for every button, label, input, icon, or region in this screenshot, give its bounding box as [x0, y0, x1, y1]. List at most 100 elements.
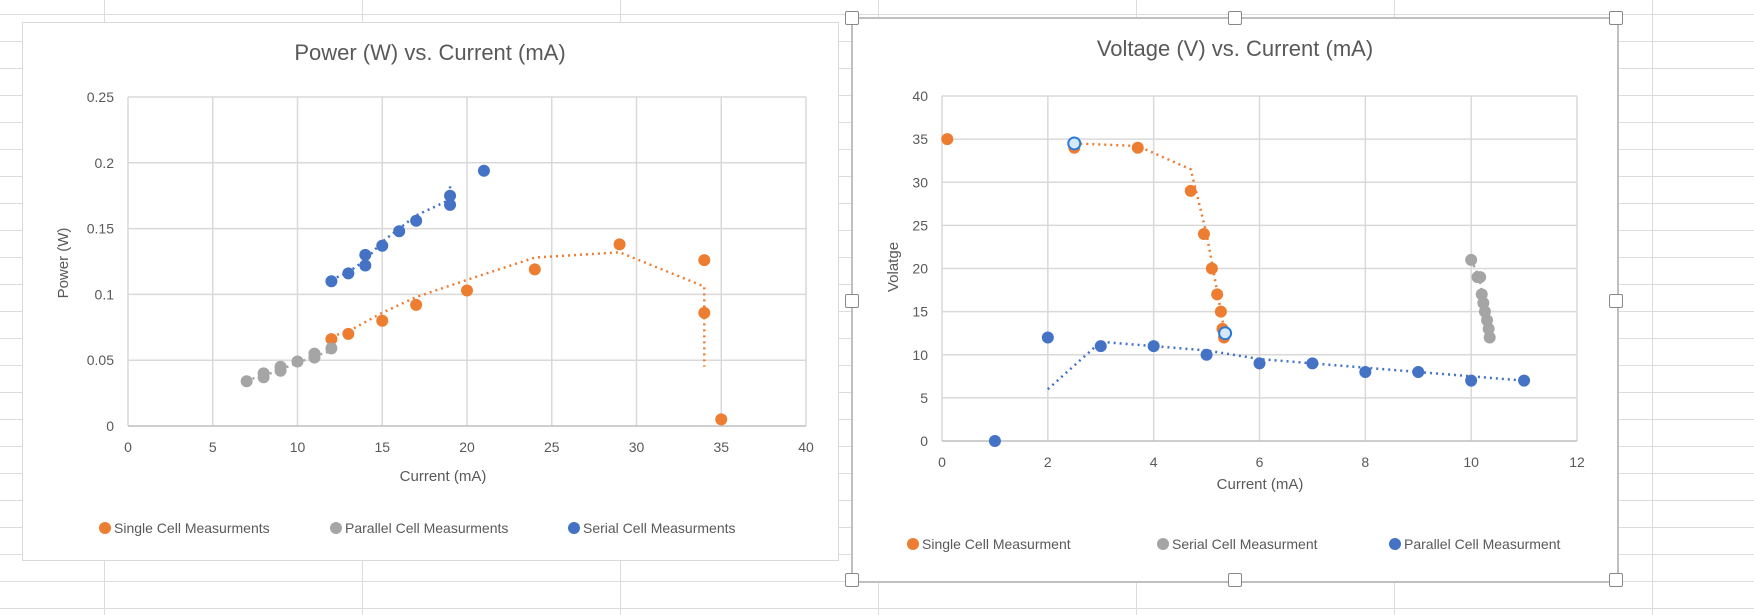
single-cell-measurments-point: [528, 263, 541, 276]
x-tick-label: 4: [1150, 454, 1158, 470]
y-tick-label: 20: [912, 261, 928, 277]
parallel-cell-measurments-point: [257, 367, 270, 380]
parallel-cell-measurment-point: [1253, 357, 1266, 370]
y-tick-label: 5: [920, 390, 928, 406]
voltage-vs-current-chart[interactable]: Voltage (V) vs. Current (mA) Current (mA…: [845, 11, 1623, 587]
parallel-cell-measurment-point: [1412, 366, 1425, 378]
parallel-cell-measurments-point: [325, 342, 338, 355]
single-cell-measurments-point: [613, 238, 626, 251]
serial-cell-measurments-point: [359, 259, 372, 272]
parallel-cell-measurment-point: [1147, 340, 1160, 353]
voltage-chart-svg: Voltage (V) vs. Current (mA) Current (mA…: [885, 36, 1585, 552]
single-cell-measurment-point: [1131, 141, 1144, 154]
parallel-cell-measurment-trendline: [1046, 340, 1525, 391]
serial-cell-measurment-point: [1483, 331, 1496, 344]
chart-title: Voltage (V) vs. Current (mA): [1097, 36, 1373, 61]
legend-marker: [907, 538, 919, 550]
resize-handle-right[interactable]: [1609, 294, 1623, 308]
serial-cell-measurment-point: [1465, 253, 1478, 266]
legend-label: Single Cell Measurment: [922, 536, 1071, 552]
resize-handle-bottom[interactable]: [1228, 573, 1242, 587]
x-tick-label: 15: [374, 439, 390, 455]
legend-marker: [330, 522, 342, 534]
serial-cell-measurments-point: [477, 164, 490, 177]
single-cell-measurment-point: [1197, 228, 1210, 240]
parallel-cell-measurments-point: [291, 355, 304, 368]
x-axis-label: Current (mA): [1217, 476, 1304, 493]
y-tick-label: 35: [912, 131, 928, 147]
legend-marker: [568, 522, 580, 534]
serial-cell-measurments-trendline: [330, 182, 452, 282]
resize-handle-left[interactable]: [845, 294, 859, 308]
single-cell-measurments-point: [715, 413, 728, 426]
parallel-cell-measurments-point: [308, 347, 321, 360]
legend-label: Serial Cell Measurments: [583, 520, 736, 536]
parallel-cell-measurments-point: [274, 360, 287, 373]
x-tick-label: 0: [124, 439, 132, 455]
serial-cell-measurments-point: [410, 214, 423, 227]
parallel-cell-measurment-point: [1359, 366, 1372, 378]
parallel-cell-measurment-point: [1306, 357, 1319, 370]
legend-label: Parallel Cell Measurment: [1404, 536, 1561, 552]
legend-marker: [1389, 538, 1401, 550]
x-tick-label: 30: [629, 439, 645, 455]
y-tick-label: 0.1: [95, 286, 115, 302]
resize-handle-top-right[interactable]: [1609, 11, 1623, 25]
single-cell-measurment-point: [1211, 288, 1224, 301]
x-axis-label: Current (mA): [400, 468, 487, 485]
x-tick-label: 40: [798, 439, 814, 455]
resize-handle-top-left[interactable]: [845, 11, 859, 25]
power-vs-current-chart[interactable]: Power (W) vs. Current (mA) Current (mA) …: [22, 22, 839, 561]
serial-cell-measurments-point: [342, 267, 355, 280]
x-tick-label: 35: [713, 439, 729, 455]
legend-label: Serial Cell Measurment: [1172, 536, 1318, 552]
serial-cell-measurments-point: [376, 239, 389, 252]
x-tick-label: 8: [1361, 454, 1369, 470]
y-tick-label: 0.05: [87, 352, 114, 368]
power-chart-svg: Power (W) vs. Current (mA) Current (mA) …: [55, 40, 814, 536]
x-tick-label: 10: [290, 439, 306, 455]
single-cell-measurments-point: [325, 333, 338, 346]
y-tick-label: 40: [912, 88, 928, 104]
y-tick-label: 15: [912, 304, 928, 320]
serial-cell-measurments-point: [359, 248, 372, 261]
resize-handle-bottom-left[interactable]: [845, 573, 859, 587]
single-cell-measurments-point: [342, 327, 355, 340]
legend-label: Single Cell Measurments: [114, 520, 270, 536]
single-cell-measurment-point: [941, 133, 954, 146]
single-cell-measurments-point: [698, 306, 711, 319]
serial-cell-measurments-point: [325, 275, 338, 288]
x-tick-label: 12: [1569, 454, 1585, 470]
x-tick-label: 10: [1463, 454, 1479, 470]
y-tick-label: 25: [912, 217, 928, 233]
x-tick-label: 25: [544, 439, 560, 455]
single-cell-measurments-point: [376, 314, 389, 327]
resize-handle-top[interactable]: [1228, 11, 1242, 25]
x-tick-label: 6: [1256, 454, 1264, 470]
legend-marker: [99, 522, 111, 534]
y-tick-label: 0.25: [87, 89, 114, 105]
resize-handle-bottom-right[interactable]: [1609, 573, 1623, 587]
parallel-cell-measurment-point: [1518, 374, 1531, 387]
single-cell-measurments-point: [698, 254, 711, 267]
selected-trendline-handle: [1218, 326, 1233, 341]
y-tick-label: 30: [912, 174, 928, 190]
legend-label: Parallel Cell Measurments: [345, 520, 508, 536]
parallel-cell-measurments-point: [240, 375, 253, 388]
legend-marker: [1157, 538, 1169, 550]
y-tick-label: 0: [106, 418, 114, 434]
serial-cell-measurments-point: [444, 198, 457, 211]
single-cell-measurments-point: [461, 284, 473, 297]
single-cell-measurments-trendline: [331, 251, 706, 367]
y-tick-label: 0.2: [95, 155, 115, 171]
parallel-cell-measurment-point: [1465, 374, 1478, 387]
parallel-cell-measurment-point: [988, 435, 1001, 447]
single-cell-measurment-point: [1184, 184, 1197, 197]
parallel-cell-measurment-point: [1094, 340, 1107, 353]
y-tick-label: 0: [920, 433, 928, 449]
y-axis-label: Power (W): [55, 228, 72, 299]
parallel-cell-measurment-point: [1200, 348, 1213, 361]
parallel-cell-measurment-point: [1041, 331, 1054, 344]
serial-cell-measurments-point: [393, 225, 406, 238]
single-cell-measurments-point: [410, 298, 423, 311]
